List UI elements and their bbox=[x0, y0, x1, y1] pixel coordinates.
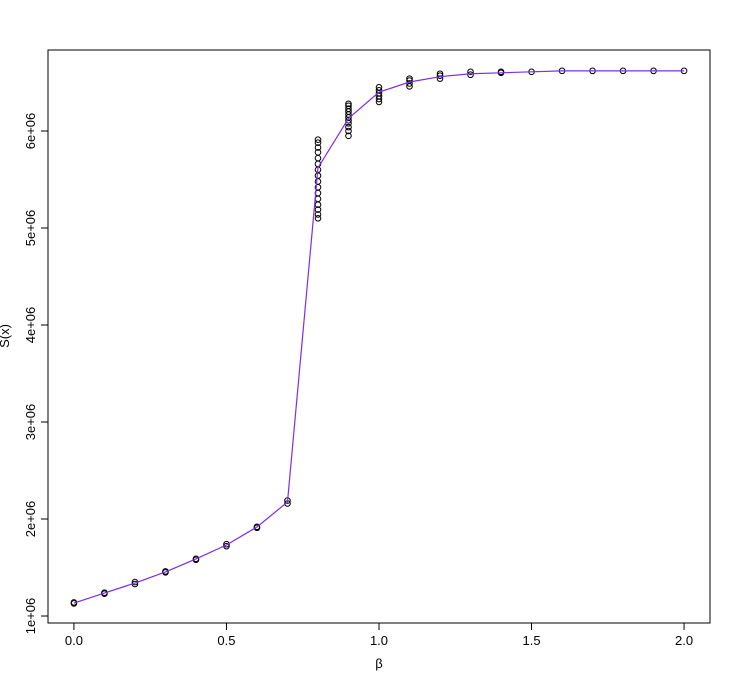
point bbox=[314, 139, 322, 146]
point bbox=[192, 555, 200, 563]
x-tick-label: 2.0 bbox=[675, 633, 693, 648]
x-axis-label: β bbox=[375, 656, 382, 671]
point bbox=[314, 206, 322, 213]
point bbox=[223, 540, 230, 548]
point bbox=[436, 75, 444, 82]
y-tick-label: 4e+06 bbox=[23, 307, 38, 344]
point bbox=[345, 102, 352, 110]
y-tick-label: 3e+06 bbox=[23, 404, 38, 441]
point bbox=[314, 211, 322, 218]
x-tick-label: 0.0 bbox=[65, 633, 83, 648]
point bbox=[345, 127, 352, 135]
point bbox=[467, 68, 474, 76]
point bbox=[375, 84, 383, 91]
y-tick-label: 2e+06 bbox=[23, 501, 38, 538]
x-tick-label: 1.5 bbox=[522, 633, 540, 648]
point bbox=[375, 86, 383, 94]
point bbox=[314, 215, 322, 222]
point bbox=[314, 136, 322, 144]
point bbox=[497, 68, 505, 76]
point bbox=[345, 100, 352, 108]
point bbox=[467, 71, 474, 79]
mean-line bbox=[73, 70, 685, 604]
y-axis-label: S(x) bbox=[0, 324, 12, 348]
point bbox=[436, 72, 444, 80]
y-tick-label: 1e+06 bbox=[23, 598, 38, 635]
point bbox=[345, 105, 352, 112]
x-tick-label: 1.0 bbox=[370, 633, 388, 648]
point bbox=[345, 123, 352, 131]
y-tick-label: 6e+06 bbox=[23, 113, 38, 150]
point bbox=[314, 144, 322, 151]
point bbox=[406, 77, 413, 84]
point bbox=[345, 132, 352, 140]
y-tick-label: 5e+06 bbox=[23, 210, 38, 247]
point bbox=[253, 523, 261, 531]
point bbox=[314, 149, 322, 156]
x-tick-label: 0.5 bbox=[217, 633, 235, 648]
